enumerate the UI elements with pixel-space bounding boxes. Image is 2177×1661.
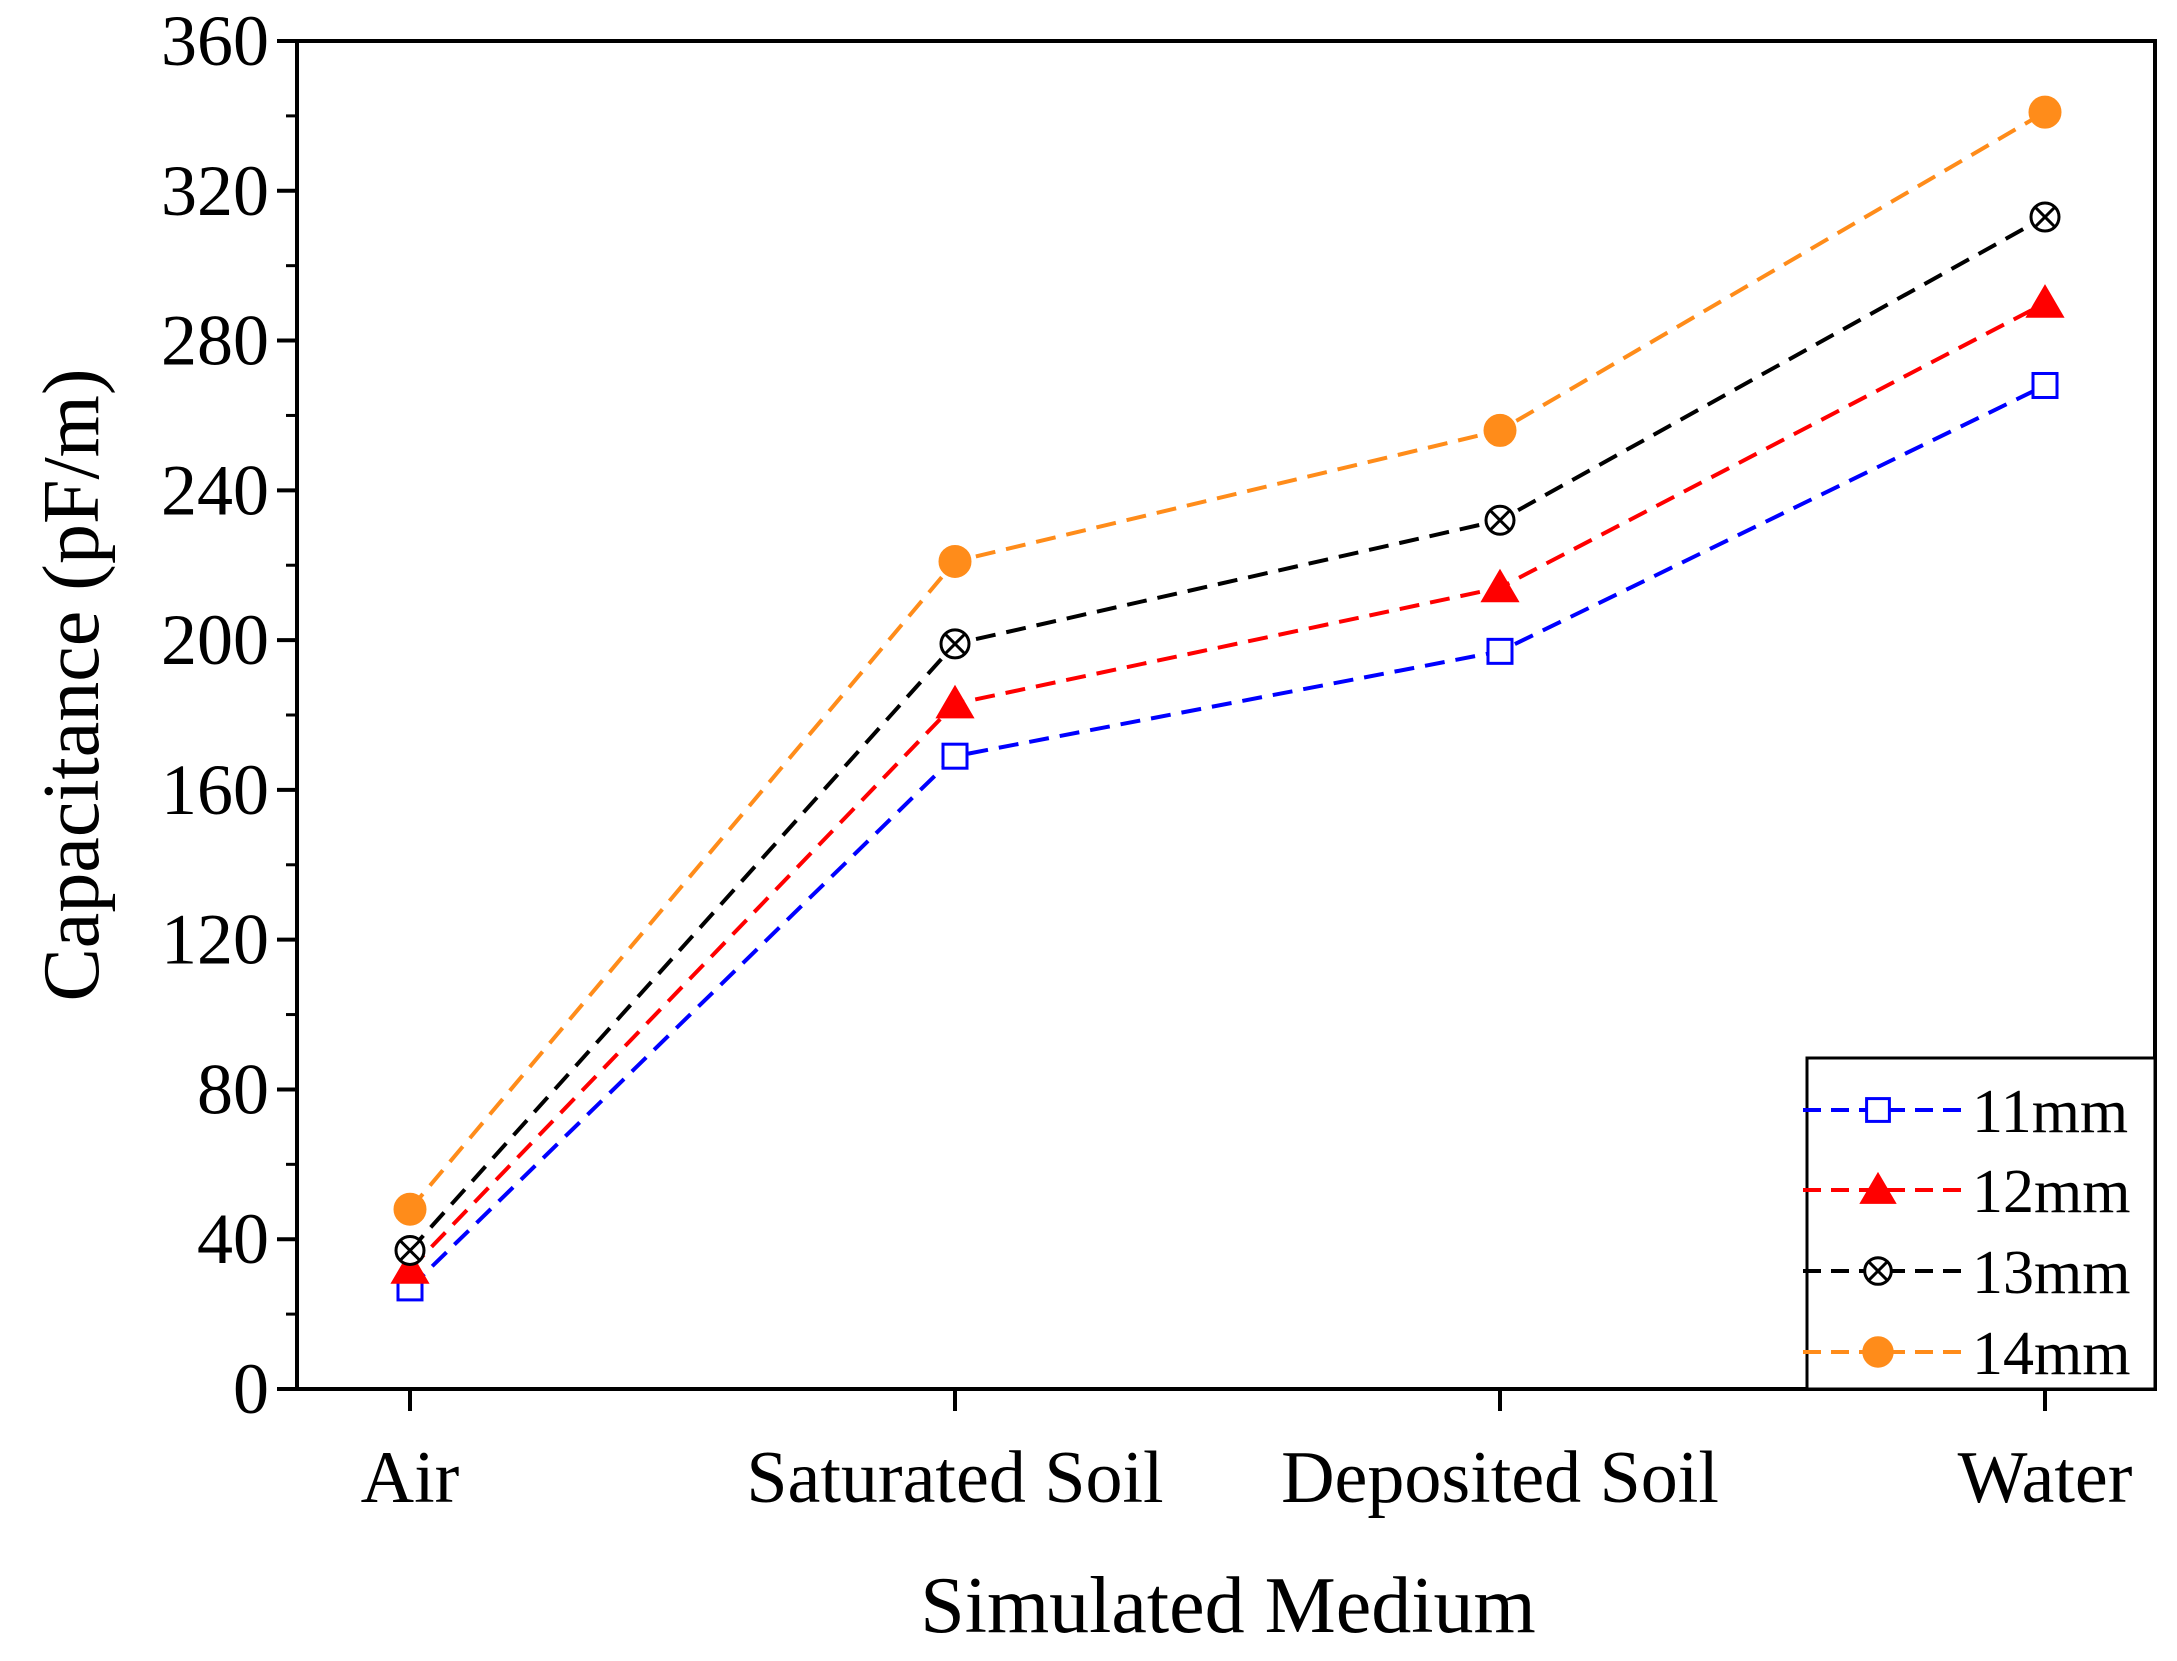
- x-axis: Air Saturated Soil Deposited Soil Water: [361, 1389, 2133, 1519]
- data-point: [941, 742, 969, 770]
- y-tick-label: 200: [161, 600, 269, 680]
- marker-cross-b: [1867, 1260, 1889, 1282]
- data-point: [394, 1234, 426, 1266]
- series-line: [408, 110, 2047, 1211]
- data-point: [935, 684, 975, 719]
- y-tick-label: 40: [197, 1199, 269, 1279]
- series-line: [408, 301, 2046, 1271]
- y-tick-label: 0: [233, 1349, 269, 1429]
- legend-marker: [1862, 1336, 1894, 1368]
- legend-item: 13mm: [1803, 1239, 2130, 1307]
- legend-item: 12mm: [1803, 1158, 2130, 1226]
- series-layer: [390, 95, 2065, 1302]
- data-point: [2025, 284, 2065, 318]
- data-point: [1483, 413, 1517, 447]
- legend-label: 14mm: [1972, 1320, 2130, 1388]
- legend-box: [1805, 1056, 2157, 1391]
- data-point: [1486, 637, 1514, 665]
- marker-cross-b: [399, 1239, 421, 1262]
- y-tick-label: 280: [161, 301, 269, 381]
- legend-marker: [1865, 1097, 1891, 1123]
- data-point: [2029, 201, 2061, 233]
- series-line: [408, 215, 2046, 1252]
- legend: 11mm 12mm 13mm 14mm: [1803, 1056, 2157, 1391]
- data-point: [2031, 371, 2059, 399]
- x-category-label: Deposited Soil: [1281, 1437, 1719, 1519]
- data-point: [393, 1192, 427, 1226]
- x-axis-title: Simulated Medium: [920, 1562, 1536, 1650]
- y-tick-label: 80: [197, 1049, 269, 1129]
- series-line: [408, 383, 2046, 1290]
- data-point: [1484, 504, 1516, 536]
- legend-item: 14mm: [1803, 1320, 2130, 1388]
- data-point: [2028, 95, 2062, 129]
- series-14mm: [393, 95, 2062, 1226]
- y-axis: 0 40 80 120 160 200 240 280 320 360: [161, 1, 297, 1429]
- legend-item: 11mm: [1803, 1078, 2128, 1146]
- series-13mm: [394, 201, 2061, 1266]
- y-tick-label: 160: [161, 750, 269, 830]
- y-tick-label: 320: [161, 151, 269, 231]
- series-11mm: [396, 371, 2059, 1302]
- legend-marker: [1863, 1256, 1893, 1286]
- legend-label: 12mm: [1972, 1158, 2130, 1226]
- x-category-label: Water: [1958, 1437, 2133, 1519]
- y-tick-label: 240: [161, 450, 269, 530]
- y-tick-label: 360: [161, 1, 269, 81]
- marker-cross-b: [1489, 509, 1511, 532]
- legend-label: 13mm: [1972, 1239, 2130, 1307]
- x-category-label: Saturated Soil: [746, 1437, 1163, 1519]
- x-category-label: Air: [361, 1437, 460, 1519]
- series-12mm: [390, 284, 2065, 1284]
- data-point: [390, 1250, 430, 1284]
- legend-marker: [1859, 1171, 1897, 1204]
- y-axis-title: Capacitance (pF/m): [28, 368, 116, 1001]
- y-tick-label: 120: [161, 900, 269, 980]
- marker-cross-b: [944, 632, 966, 655]
- data-point: [939, 628, 971, 660]
- marker-cross-b: [2034, 206, 2056, 228]
- data-point: [938, 544, 972, 578]
- data-point: [1480, 568, 1520, 603]
- legend-label: 11mm: [1972, 1078, 2128, 1146]
